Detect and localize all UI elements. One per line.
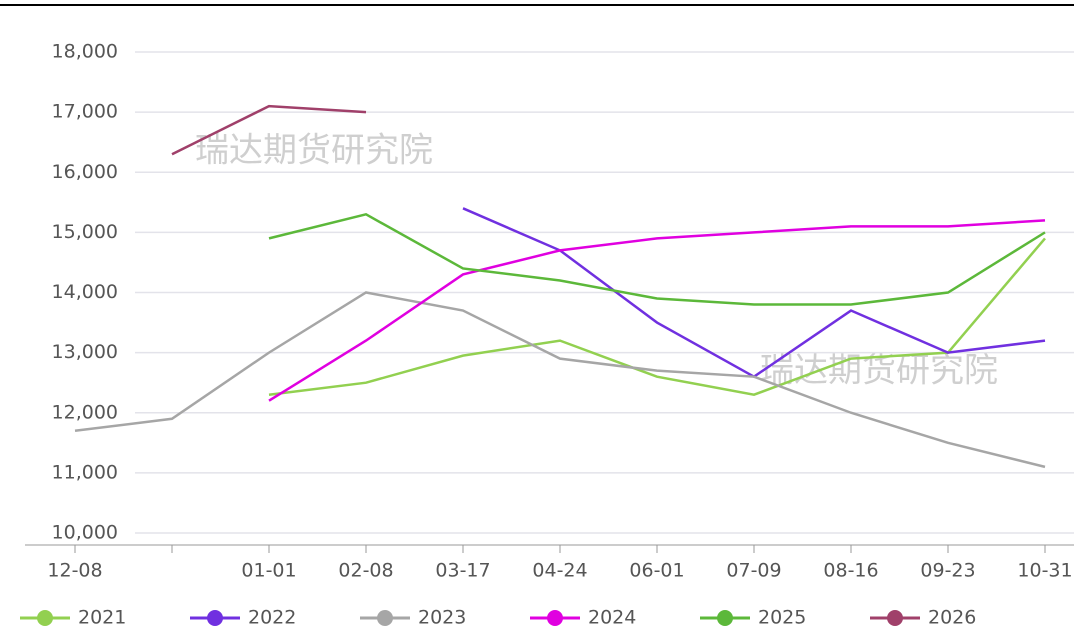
legend-label: 2021 — [78, 607, 126, 629]
x-tick-label: 07-09 — [726, 560, 781, 582]
x-tick-label: 06-01 — [629, 560, 684, 582]
legend-marker — [547, 610, 563, 626]
x-tick-label: 02-08 — [338, 560, 393, 582]
legend-marker — [37, 610, 53, 626]
legend-marker — [207, 610, 223, 626]
x-tick-label: 03-17 — [435, 560, 490, 582]
legend-label: 2022 — [248, 607, 296, 629]
y-tick-label: 16,000 — [52, 161, 118, 183]
series-line — [268, 237, 1046, 397]
legend-label: 2025 — [758, 607, 806, 629]
legend-label: 2026 — [928, 607, 976, 629]
series-line — [74, 291, 1046, 469]
legend-label: 2024 — [588, 607, 636, 629]
legend-marker — [377, 610, 393, 626]
x-tick-label: 04-24 — [532, 560, 587, 582]
legend-marker — [717, 610, 733, 626]
y-tick-label: 17,000 — [52, 101, 118, 123]
series-line — [268, 219, 1046, 402]
y-tick-label: 14,000 — [52, 281, 118, 303]
x-tick-label: 08-16 — [823, 560, 878, 582]
x-tick-label: 12-08 — [47, 560, 102, 582]
y-tick-label: 13,000 — [52, 341, 118, 363]
series-line — [268, 213, 1046, 306]
y-tick-label: 18,000 — [52, 41, 118, 63]
series-line — [171, 104, 367, 156]
x-tick-label: 01-01 — [241, 560, 296, 582]
y-tick-label: 15,000 — [52, 221, 118, 243]
watermark: 瑞达期货研究院 — [195, 131, 433, 171]
y-tick-label: 12,000 — [52, 401, 118, 423]
x-tick-label: 10-31 — [1017, 560, 1072, 582]
legend-marker — [887, 610, 903, 626]
legend-label: 2023 — [418, 607, 466, 629]
x-tick-label: 09-23 — [920, 560, 975, 582]
y-tick-label: 10,000 — [52, 522, 118, 544]
y-tick-label: 11,000 — [52, 461, 118, 483]
